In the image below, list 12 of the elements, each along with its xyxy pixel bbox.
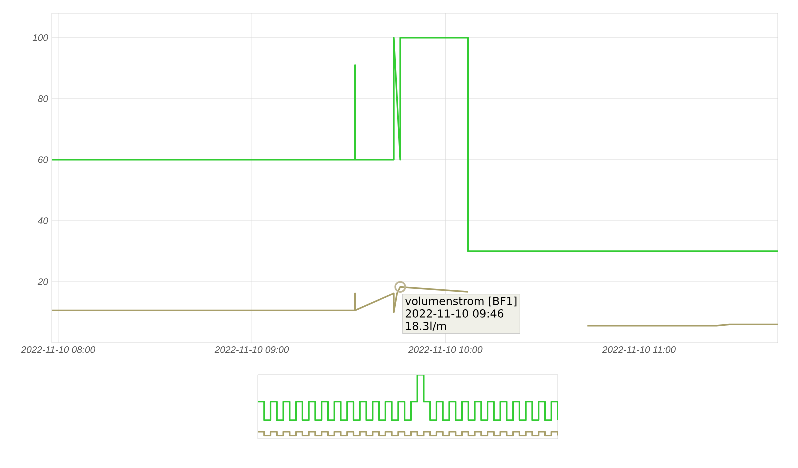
y-tick-label: 80 bbox=[38, 96, 48, 102]
y-tick-label: 40 bbox=[38, 218, 48, 224]
annotation: volumenstrom [BF1] bbox=[406, 296, 517, 307]
x-tick-label: 2022-11-10 08:00 bbox=[21, 346, 96, 354]
y-tick-label: 60 bbox=[38, 156, 48, 164]
x-tick-label: 2022-11-10 09:00 bbox=[214, 346, 290, 354]
x-tick-label: 2022-11-10 11:00 bbox=[602, 346, 676, 354]
y-tick-label: 100 bbox=[32, 34, 48, 42]
annotation: 2022-11-10 09:46 bbox=[406, 310, 504, 318]
annotation: 18.3l/m bbox=[406, 322, 446, 332]
x-tick-label: 2022-11-10 10:00 bbox=[408, 346, 483, 354]
y-tick-label: 20 bbox=[38, 278, 48, 286]
